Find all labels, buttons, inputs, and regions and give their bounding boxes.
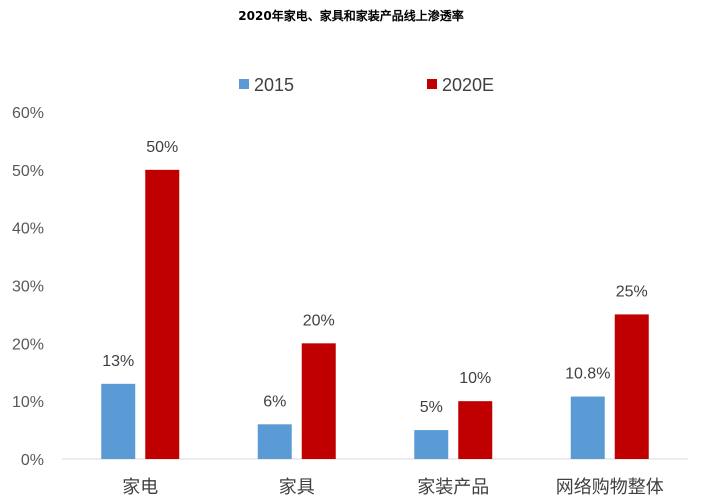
data-label: 5%	[420, 399, 443, 416]
legend-swatch	[239, 79, 249, 89]
y-tick-label: 30%	[12, 279, 44, 296]
y-tick-label: 60%	[12, 105, 44, 122]
bar-2015-2	[414, 430, 449, 459]
data-label: 10.8%	[565, 366, 610, 383]
bar-2020E-2	[458, 401, 493, 459]
y-tick-label: 10%	[12, 394, 44, 411]
bar-2020E-1	[301, 343, 336, 459]
y-tick-label: 0%	[21, 452, 44, 469]
bar-2020E-0	[145, 169, 180, 460]
data-label: 50%	[146, 139, 178, 156]
chart-title: 2020年家电、家具和家装产品线上渗透率	[238, 9, 464, 23]
data-label: 20%	[303, 312, 335, 329]
legend-label: 2020E	[442, 75, 494, 95]
data-label: 6%	[263, 393, 286, 410]
x-tick-label: 家具	[279, 477, 315, 498]
y-tick-label: 40%	[12, 221, 44, 238]
legend-label: 2015	[254, 75, 294, 95]
bar-2015-3	[570, 396, 605, 459]
x-tick-label: 家电	[122, 477, 158, 498]
legend-swatch	[427, 79, 437, 89]
data-label: 13%	[102, 353, 134, 370]
y-tick-label: 50%	[12, 163, 44, 180]
data-label: 10%	[459, 370, 491, 387]
data-label: 25%	[616, 283, 648, 300]
bar-2020E-3	[614, 314, 649, 459]
bar-2015-0	[101, 383, 136, 459]
x-tick-label: 网络购物整体	[556, 477, 664, 498]
x-tick-label: 家装产品	[417, 477, 489, 498]
y-tick-label: 20%	[12, 336, 44, 353]
bar-2015-1	[257, 424, 292, 459]
